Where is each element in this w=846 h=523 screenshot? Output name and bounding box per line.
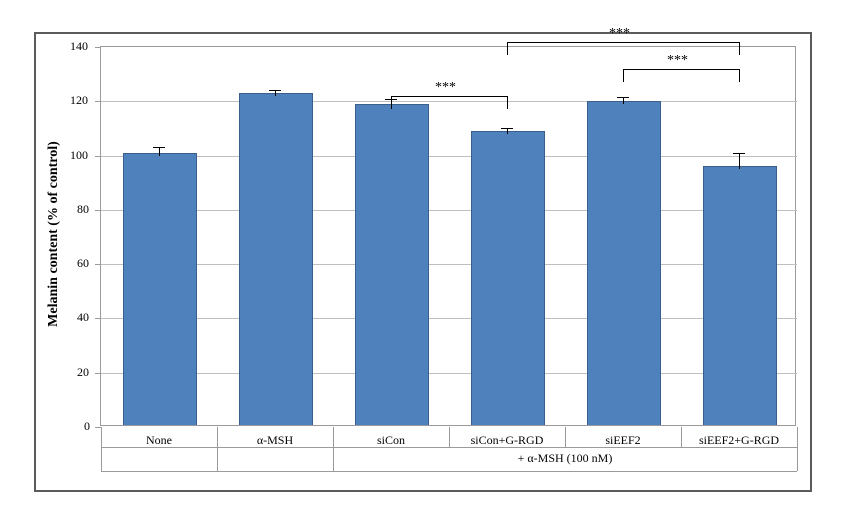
- gridline: [101, 101, 797, 102]
- x-group-separator: [101, 447, 102, 471]
- gridline: [101, 210, 797, 211]
- gridline: [101, 373, 797, 374]
- y-tick-label: 0: [84, 419, 90, 434]
- bar: [355, 104, 429, 425]
- x-group-row-bottom: [101, 471, 797, 472]
- x-group-separator: [217, 447, 218, 471]
- y-tick: [95, 210, 101, 211]
- error-cap: [153, 147, 165, 148]
- y-tick: [95, 47, 101, 48]
- error-cap: [733, 153, 745, 154]
- error-cap: [269, 90, 281, 91]
- significance-drop: [739, 69, 740, 83]
- chart-outer-border: 0 20 40 60 80 100 120 140 Noneα-MSHsiConsiCon+G-…: [34, 32, 812, 492]
- bar: [471, 131, 545, 425]
- error-cap: [617, 97, 629, 98]
- significance-label: ***: [435, 80, 456, 96]
- x-category-label: siCon: [333, 433, 449, 448]
- y-tick-label: 60: [77, 256, 89, 271]
- x-category-label: siEEF2+G-RGD: [681, 433, 797, 448]
- y-tick: [95, 101, 101, 102]
- x-group-label: + α-MSH (100 nM): [333, 451, 797, 466]
- x-row-bottom: [101, 447, 797, 448]
- y-tick-label: 140: [70, 39, 88, 54]
- x-separator-edge: [101, 427, 102, 447]
- y-tick: [95, 373, 101, 374]
- significance-drop: [507, 42, 508, 56]
- significance-drop: [391, 96, 392, 110]
- x-separator: [449, 427, 450, 447]
- y-tick-label: 100: [70, 148, 88, 163]
- x-category-label: α-MSH: [217, 433, 333, 448]
- x-category-label: siEEF2: [565, 433, 681, 448]
- y-axis-label: Melanin content (% of control): [46, 114, 62, 354]
- significance-bracket: [391, 96, 507, 97]
- x-category-label: None: [101, 433, 217, 448]
- x-separator: [333, 427, 334, 447]
- significance-drop: [739, 42, 740, 56]
- x-separator: [217, 427, 218, 447]
- significance-label: ***: [609, 26, 630, 42]
- y-tick: [95, 156, 101, 157]
- x-separator: [681, 427, 682, 447]
- significance-drop: [623, 69, 624, 83]
- bar: [703, 166, 777, 425]
- bar: [239, 93, 313, 425]
- significance-bracket: [507, 42, 739, 43]
- x-separator-edge: [797, 427, 798, 447]
- significance-bracket: [623, 69, 739, 70]
- y-tick: [95, 264, 101, 265]
- significance-label: ***: [667, 53, 688, 69]
- y-tick-label: 40: [77, 310, 89, 325]
- x-category-label: siCon+G-RGD: [449, 433, 565, 448]
- y-tick: [95, 318, 101, 319]
- y-tick-label: 20: [77, 365, 89, 380]
- y-tick-label: 120: [70, 93, 88, 108]
- error-cap: [501, 128, 513, 129]
- x-group-separator: [797, 447, 798, 471]
- gridline: [101, 156, 797, 157]
- gridline: [101, 318, 797, 319]
- plot-area: 020406080100120140Noneα-MSHsiConsiCon+G-…: [100, 46, 796, 426]
- gridline: [101, 264, 797, 265]
- bar: [587, 101, 661, 425]
- x-separator: [565, 427, 566, 447]
- y-tick-label: 80: [77, 202, 89, 217]
- significance-drop: [507, 96, 508, 110]
- bar: [123, 153, 197, 425]
